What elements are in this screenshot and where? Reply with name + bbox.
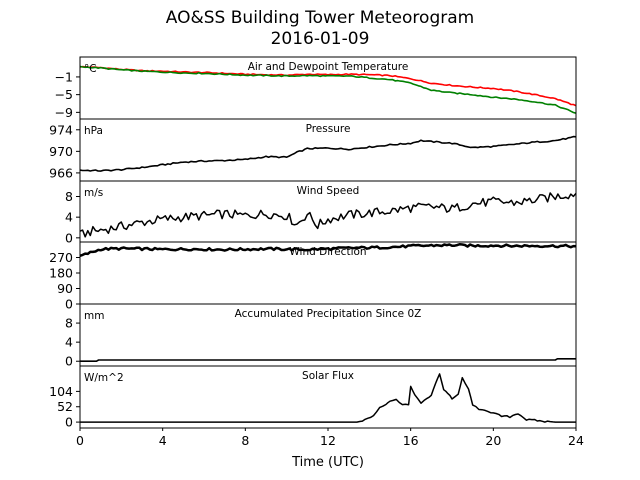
y-tick-label: 0 <box>65 354 73 369</box>
panel-title: Solar Flux <box>302 370 354 382</box>
y-tick-label: 966 <box>49 165 73 180</box>
panel-background <box>80 119 576 181</box>
y-tick-label: 8 <box>65 316 73 331</box>
unit-label: hPa <box>84 125 103 137</box>
chart-title: AO&SS Building Tower Meteorogram 2016-01… <box>0 8 640 50</box>
y-tick-label: 270 <box>49 250 73 265</box>
panel-title: Air and Dewpoint Temperature <box>248 61 409 73</box>
y-tick-label: 4 <box>65 335 73 350</box>
unit-label: m/s <box>84 187 103 199</box>
series-line-wind_direction-0 <box>79 242 577 257</box>
y-tick-label: −1 <box>55 69 73 84</box>
y-tick-label: 0 <box>65 230 73 245</box>
chart-title-line-1: AO&SS Building Tower Meteorogram <box>165 8 475 28</box>
series-line-precipitation-0 <box>80 358 576 362</box>
y-tick-label: 4 <box>65 210 73 225</box>
y-tick-label: −9 <box>55 105 73 120</box>
y-tick-label: 52 <box>57 399 73 414</box>
x-tick-label: 4 <box>159 433 167 448</box>
y-tick-label: 104 <box>49 384 73 399</box>
y-tick-label: 0 <box>65 415 73 430</box>
panel-title: Accumulated Precipitation Since 0Z <box>235 308 422 320</box>
x-tick-label: 12 <box>320 433 336 448</box>
panel-temperature: −1 −5 −9 °C Air and Dewpoint Temperature <box>55 56 577 122</box>
x-tick-label: 24 <box>568 433 584 448</box>
x-tick-label: 16 <box>403 433 419 448</box>
x-axis: 0 4 8 12 16 20 24 Time (UTC) <box>76 433 584 470</box>
x-tick-label: 20 <box>485 433 501 448</box>
panel-title: Pressure <box>306 123 351 135</box>
panel-title: Wind Speed <box>297 185 360 197</box>
chart-title-line-2: 2016-01-09 <box>270 29 370 49</box>
panel-title: Wind Direction <box>289 246 366 258</box>
x-axis-label: Time (UTC) <box>291 455 364 470</box>
unit-label: mm <box>84 310 104 322</box>
y-tick-label: 180 <box>49 266 73 281</box>
y-tick-label: −5 <box>55 87 73 102</box>
panel-background <box>80 242 576 304</box>
panel-wind_speed: 8 4 0 m/s Wind Speed <box>65 180 577 246</box>
y-tick-label: 0 <box>65 297 73 312</box>
panel-pressure: 974 970 966 hPa Pressure <box>49 118 577 184</box>
unit-label: W/m^2 <box>84 372 124 384</box>
y-tick-label: 90 <box>57 281 73 296</box>
y-tick-label: 8 <box>65 189 73 204</box>
unit-label: °C <box>84 63 97 75</box>
series-line-temperature-1 <box>79 65 577 114</box>
panel-background <box>80 181 576 243</box>
y-tick-label: 970 <box>49 144 73 159</box>
panels-layer: −1−5−9°C Air and Dewpoint Temperature9749… <box>49 56 577 431</box>
x-tick-label: 8 <box>241 433 249 448</box>
panel-precipitation: 8 4 0 mm Accumulated Precipitation Since 0Z <box>65 303 577 369</box>
series-line-solar-0 <box>80 373 576 423</box>
y-tick-label: 974 <box>49 122 73 137</box>
panel-background <box>80 304 576 366</box>
x-tick-label: 0 <box>76 433 84 448</box>
series-line-pressure-0 <box>79 135 577 172</box>
series-line-wind_speed-0 <box>79 192 577 238</box>
panel-background <box>80 366 576 428</box>
